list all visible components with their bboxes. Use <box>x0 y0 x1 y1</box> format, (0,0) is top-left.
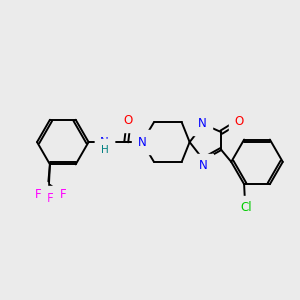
Text: N: N <box>100 136 109 148</box>
Text: O: O <box>235 115 244 128</box>
Text: N: N <box>138 136 146 148</box>
Text: F: F <box>46 192 53 205</box>
Text: Cl: Cl <box>240 202 252 214</box>
Text: H: H <box>100 145 108 155</box>
Text: H: H <box>199 111 206 121</box>
Text: F: F <box>35 188 41 201</box>
Text: N: N <box>198 117 207 130</box>
Text: O: O <box>124 114 133 127</box>
Text: N: N <box>199 159 208 172</box>
Text: F: F <box>59 188 66 201</box>
